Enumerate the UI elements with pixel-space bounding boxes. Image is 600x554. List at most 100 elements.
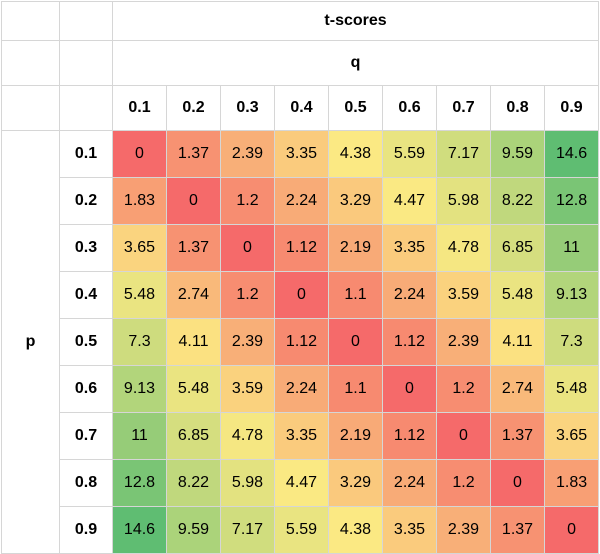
corner-cell <box>59 85 113 131</box>
heatmap-cell: 7.3 <box>112 318 167 366</box>
heatmap-cell: 3.29 <box>328 177 383 225</box>
heatmap-cell: 8.22 <box>166 459 221 507</box>
heatmap-cell: 0 <box>490 459 545 507</box>
heatmap-row: 0.9 14.6 9.59 7.17 5.59 4.38 3.35 2.39 1.37 0 <box>2 506 600 554</box>
heatmap-cell: 4.78 <box>436 224 491 272</box>
heatmap-cell: 5.48 <box>166 365 221 413</box>
heatmap-cell: 5.48 <box>112 271 167 319</box>
heatmap-cell: 4.38 <box>328 130 383 178</box>
heatmap-cell: 1.2 <box>436 459 491 507</box>
y-tick-label: 0.7 <box>59 412 113 460</box>
heatmap-cell: 0 <box>274 271 329 319</box>
x-tick-label: 0.3 <box>220 85 275 131</box>
heatmap-cell: 1.12 <box>274 224 329 272</box>
heatmap-cell: 11 <box>543 224 600 272</box>
heatmap-cell: 1.37 <box>490 412 545 460</box>
heatmap-cell: 14.6 <box>543 130 600 178</box>
heatmap-cell: 6.85 <box>166 412 221 460</box>
heatmap-cell: 4.38 <box>328 506 383 554</box>
heatmap-cell: 0 <box>112 130 167 178</box>
heatmap-cell: 5.59 <box>274 506 329 554</box>
heatmap-cell: 11 <box>112 412 167 460</box>
heatmap-cell: 7.17 <box>220 506 275 554</box>
heatmap-cell: 6.85 <box>490 224 545 272</box>
heatmap-cell: 1.12 <box>274 318 329 366</box>
heatmap-cell: 1.12 <box>382 412 437 460</box>
heatmap-cell: 5.48 <box>543 365 600 413</box>
heatmap-cell: 8.22 <box>490 177 545 225</box>
x-tick-label: 0.1 <box>112 85 167 131</box>
heatmap-cell: 2.74 <box>166 271 221 319</box>
corner-cell <box>59 1 113 41</box>
chart-title: t-scores <box>111 1 600 41</box>
heatmap-row: p 0.1 0 1.37 2.39 3.35 4.38 5.59 7.17 9.59 14.6 <box>1 130 600 554</box>
heatmap-cell: 2.74 <box>490 365 545 413</box>
heatmap-cell: 2.24 <box>382 459 437 507</box>
x-tick-label: 0.4 <box>274 85 329 131</box>
heatmap-cell: 4.11 <box>490 318 545 366</box>
heatmap-cell: 3.35 <box>274 130 329 178</box>
heatmap-cell: 1.1 <box>328 271 383 319</box>
y-tick-label: 0.2 <box>59 177 113 225</box>
heatmap-cell: 1.12 <box>382 318 437 366</box>
heatmap-cell: 12.8 <box>543 177 600 225</box>
heatmap-cell: 2.39 <box>220 318 275 366</box>
corner-cell <box>1 85 60 131</box>
heatmap-cell: 4.47 <box>382 177 437 225</box>
heatmap-cell: 1.83 <box>112 177 167 225</box>
x-tick-label: 0.9 <box>543 85 600 131</box>
heatmap-cell: 2.19 <box>328 412 383 460</box>
y-tick-label: 0.3 <box>59 224 113 272</box>
heatmap-cell: 5.48 <box>490 271 545 319</box>
heatmap-cell: 3.35 <box>382 506 437 554</box>
heatmap-cell: 0 <box>382 365 437 413</box>
x-tick-label: 0.7 <box>436 85 491 131</box>
x-axis-label: q <box>111 40 600 86</box>
heatmap-row: 0.2 1.83 0 1.2 2.24 3.29 4.47 5.98 8.22 12.8 <box>2 177 600 225</box>
heatmap-cell: 12.8 <box>112 459 167 507</box>
x-tick-label: 0.2 <box>166 85 221 131</box>
x-tick-row: 0.1 0.2 0.3 0.4 0.5 0.6 0.7 0.8 0.9 <box>1 85 600 131</box>
heatmap-cell: 2.39 <box>436 506 491 554</box>
heatmap-cell: 1.83 <box>543 459 600 507</box>
heatmap-cell: 1.1 <box>328 365 383 413</box>
heatmap-cell: 3.65 <box>112 224 167 272</box>
heatmap-cell: 0 <box>166 177 221 225</box>
heatmap-cell: 9.59 <box>166 506 221 554</box>
heatmap-cell: 3.35 <box>274 412 329 460</box>
x-tick-label: 0.8 <box>490 85 545 131</box>
heatmap-cell: 0 <box>328 318 383 366</box>
corner-cell <box>1 40 60 86</box>
heatmap-cell: 2.24 <box>274 177 329 225</box>
heatmap-cell: 2.24 <box>274 365 329 413</box>
heatmap-row: 0.7 11 6.85 4.78 3.35 2.19 1.12 0 1.37 3.65 <box>2 412 600 460</box>
heatmap-cell: 1.37 <box>166 224 221 272</box>
x-tick-label: 0.6 <box>382 85 437 131</box>
y-axis-label: p <box>1 130 60 554</box>
y-tick-label: 0.8 <box>59 459 113 507</box>
corner-cell <box>1 1 60 41</box>
heatmap-cell: 3.29 <box>328 459 383 507</box>
heatmap-row: 0.4 5.48 2.74 1.2 0 1.1 2.24 3.59 5.48 9.13 <box>2 271 600 319</box>
heatmap-cell: 7.17 <box>436 130 491 178</box>
title-row: t-scores <box>1 1 600 41</box>
heatmap-cell: 2.39 <box>220 130 275 178</box>
heatmap-cell: 2.24 <box>382 271 437 319</box>
heatmap-cell: 1.2 <box>220 177 275 225</box>
heatmap-cell: 1.37 <box>490 506 545 554</box>
heatmap-row: 0.8 12.8 8.22 5.98 4.47 3.29 2.24 1.2 0 1.83 <box>2 459 600 507</box>
heatmap-cell: 7.3 <box>543 318 600 366</box>
heatmap-cell: 3.59 <box>436 271 491 319</box>
y-tick-label: 0.6 <box>59 365 113 413</box>
heatmap-cell: 3.59 <box>220 365 275 413</box>
heatmap-cell: 9.13 <box>543 271 600 319</box>
heatmap-cell: 5.59 <box>382 130 437 178</box>
heatmap-cell: 4.11 <box>166 318 221 366</box>
heatmap-cell: 0 <box>436 412 491 460</box>
corner-cell <box>59 40 113 86</box>
heatmap-cell: 3.35 <box>382 224 437 272</box>
heatmap-cell: 1.2 <box>220 271 275 319</box>
heatmap-cell: 5.98 <box>220 459 275 507</box>
